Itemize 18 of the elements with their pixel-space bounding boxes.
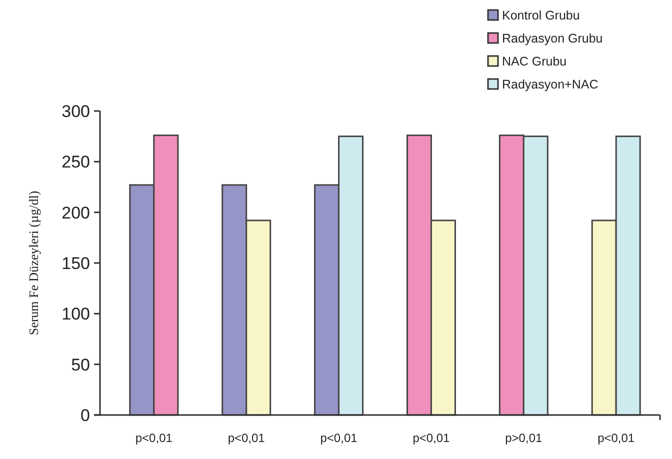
legend-label: Radyasyon+NAC bbox=[502, 77, 598, 92]
y-tick-label: 50 bbox=[71, 355, 90, 374]
x-tick-label: p<0,01 bbox=[598, 431, 635, 445]
x-tick-label: p<0,01 bbox=[320, 431, 358, 445]
y-tick-label: 250 bbox=[62, 152, 90, 172]
y-tick-label: 300 bbox=[62, 102, 90, 121]
y-tick-label: 200 bbox=[62, 203, 90, 222]
x-tick-label: p<0,01 bbox=[228, 431, 266, 445]
y-axis-title: Serum Fe Düzeyleri (µg/dl) bbox=[26, 190, 41, 336]
legend-label: NAC Grubu bbox=[502, 54, 567, 68]
legend-label: Radyasyon Grubu bbox=[502, 31, 603, 46]
x-tick-label: p>0,01 bbox=[505, 431, 542, 445]
y-tick-label: 150 bbox=[62, 254, 90, 273]
x-tick-label: p<0,01 bbox=[135, 431, 173, 445]
x-tick-label: p<0,01 bbox=[412, 431, 450, 445]
y-tick-label: 100 bbox=[62, 304, 90, 324]
legend-label: Kontrol Grubu bbox=[502, 8, 580, 22]
y-tick-label: 0 bbox=[80, 406, 90, 425]
